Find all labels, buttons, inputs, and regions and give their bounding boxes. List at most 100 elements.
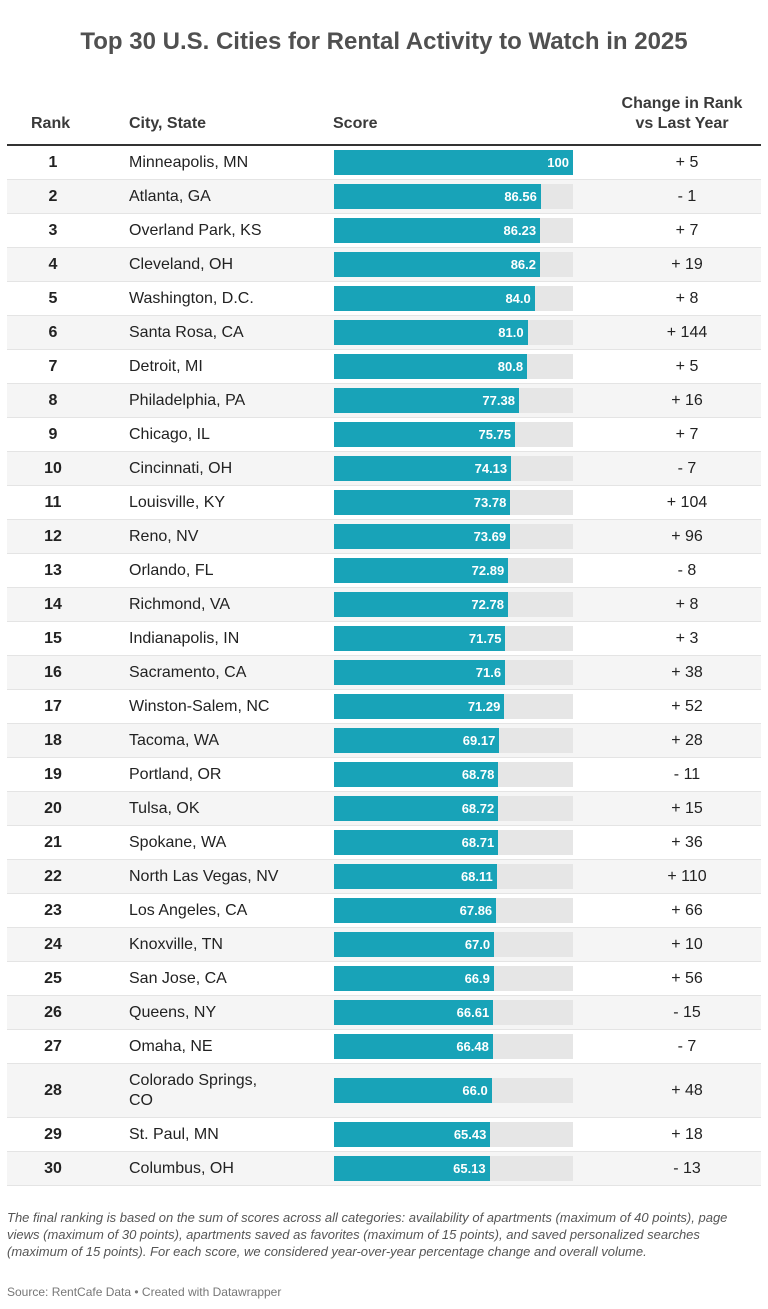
score-value-label: 71.6 xyxy=(475,665,502,680)
city-cell: Detroit, MI xyxy=(129,357,203,375)
rank-cell: 20 xyxy=(44,799,62,817)
table-row: 18 Tacoma, WA 69.17 + 28 xyxy=(7,724,761,758)
score-value-label: 71.75 xyxy=(468,631,502,646)
score-bar: 71.29 xyxy=(334,694,505,719)
score-value-label: 81.0 xyxy=(498,325,524,340)
rank-cell: 12 xyxy=(44,527,62,545)
score-value-label: 74.13 xyxy=(474,461,508,476)
score-bar-track: 68.11 xyxy=(334,864,573,889)
score-bar: 66.48 xyxy=(334,1034,493,1059)
rank-change-cell: - 1 xyxy=(677,187,697,205)
score-bar: 69.17 xyxy=(334,728,500,753)
table-row: 1 Minneapolis, MN 100 + 5 xyxy=(7,146,761,180)
rank-cell: 1 xyxy=(48,153,58,171)
city-cell: Louisville, KY xyxy=(129,493,226,511)
city-cell: Cleveland, OH xyxy=(129,255,234,273)
score-value-label: 72.78 xyxy=(471,597,504,612)
table-row: 13 Orlando, FL 72.89 - 8 xyxy=(7,554,761,588)
score-bar: 67.0 xyxy=(334,932,495,957)
score-bar: 71.6 xyxy=(334,660,506,685)
rank-cell: 25 xyxy=(44,969,62,987)
city-cell: Queens, NY xyxy=(129,1003,217,1021)
score-value-label: 73.69 xyxy=(473,529,507,544)
score-value-label: 67.86 xyxy=(459,903,493,918)
table-row: 8 Philadelphia, PA 77.38 + 16 xyxy=(7,384,761,418)
table-header: Rank City, State Score Change in Rank vs… xyxy=(7,88,761,146)
table-row: 21 Spokane, WA 68.71 + 36 xyxy=(7,826,761,860)
table-row: 17 Winston-Salem, NC 71.29 + 52 xyxy=(7,690,761,724)
rank-change-cell: + 36 xyxy=(671,833,703,851)
rank-cell: 2 xyxy=(48,187,58,205)
score-bar-track: 66.0 xyxy=(334,1078,573,1103)
table-row: 9 Chicago, IL 75.75 + 7 xyxy=(7,418,761,452)
rank-cell: 13 xyxy=(44,561,62,579)
city-cell: North Las Vegas, NV xyxy=(129,867,279,885)
score-value-label: 86.23 xyxy=(503,223,537,238)
city-cell: Indianapolis, IN xyxy=(129,629,240,647)
score-bar: 73.78 xyxy=(334,490,511,515)
table-row: 26 Queens, NY 66.61 - 15 xyxy=(7,996,761,1030)
score-bar-track: 100 xyxy=(334,150,573,175)
rank-cell: 11 xyxy=(44,493,62,511)
table-row: 27 Omaha, NE 66.48 - 7 xyxy=(7,1030,761,1064)
rank-change-cell: + 48 xyxy=(671,1081,703,1099)
rank-cell: 7 xyxy=(48,357,58,375)
rank-cell: 6 xyxy=(48,323,58,341)
table-row: 6 Santa Rosa, CA 81.0 + 144 xyxy=(7,316,761,350)
table-row: 16 Sacramento, CA 71.6 + 38 xyxy=(7,656,761,690)
city-cell: Overland Park, KS xyxy=(129,221,262,239)
rank-change-cell: + 96 xyxy=(671,527,703,545)
rank-cell: 22 xyxy=(44,867,62,885)
score-bar: 66.61 xyxy=(334,1000,494,1025)
score-bar: 67.86 xyxy=(334,898,497,923)
score-bar: 68.71 xyxy=(334,830,499,855)
score-bar: 72.78 xyxy=(334,592,508,617)
table-row: 12 Reno, NV 73.69 + 96 xyxy=(7,520,761,554)
score-bar: 74.13 xyxy=(334,456,512,481)
rank-change-cell: - 13 xyxy=(673,1159,701,1177)
rank-cell: 8 xyxy=(48,391,58,409)
table-row: 20 Tulsa, OK 68.72 + 15 xyxy=(7,792,761,826)
city-cell: Philadelphia, PA xyxy=(129,391,246,409)
chart-title: Top 30 U.S. Cities for Rental Activity t… xyxy=(80,28,688,55)
city-cell: Chicago, IL xyxy=(129,425,210,443)
score-bar: 100 xyxy=(334,150,573,175)
score-bar-track: 71.6 xyxy=(334,660,573,685)
table-row: 19 Portland, OR 68.78 - 11 xyxy=(7,758,761,792)
rank-change-cell: + 10 xyxy=(671,935,703,953)
score-bar-track: 65.43 xyxy=(334,1122,573,1147)
score-value-label: 73.78 xyxy=(473,495,507,510)
rank-cell: 15 xyxy=(44,629,62,647)
rank-change-cell: + 28 xyxy=(671,731,703,749)
score-value-label: 68.72 xyxy=(461,801,495,816)
score-bar-track: 86.2 xyxy=(334,252,573,277)
score-value-label: 86.56 xyxy=(504,189,537,204)
rank-change-cell: + 8 xyxy=(675,595,699,613)
score-value-label: 84.0 xyxy=(505,291,531,306)
score-value-label: 68.71 xyxy=(461,835,495,850)
score-bar-track: 86.56 xyxy=(334,184,573,209)
rank-change-cell: + 3 xyxy=(675,629,699,647)
score-value-label: 66.48 xyxy=(456,1039,489,1054)
score-bar-track: 66.61 xyxy=(334,1000,573,1025)
score-bar-track: 81.0 xyxy=(334,320,573,345)
header-change: Change in Rank vs Last Year xyxy=(607,94,757,134)
table-row: 23 Los Angeles, CA 67.86 + 66 xyxy=(7,894,761,928)
table-row: 3 Overland Park, KS 86.23 + 7 xyxy=(7,214,761,248)
score-bar-track: 66.9 xyxy=(334,966,573,991)
city-cell: Atlanta, GA xyxy=(129,187,211,205)
city-cell: Santa Rosa, CA xyxy=(129,323,244,341)
score-bar: 81.0 xyxy=(334,320,528,345)
rank-change-cell: - 15 xyxy=(673,1003,701,1021)
city-cell: Columbus, OH xyxy=(129,1159,234,1177)
city-cell: Knoxville, TN xyxy=(129,935,223,953)
rank-change-cell: + 144 xyxy=(666,323,708,341)
rank-change-cell: - 11 xyxy=(673,765,701,783)
table-row: 11 Louisville, KY 73.78 + 104 xyxy=(7,486,761,520)
rank-change-cell: + 16 xyxy=(671,391,703,409)
score-bar-track: 72.78 xyxy=(334,592,573,617)
rank-cell: 29 xyxy=(44,1125,62,1143)
score-bar: 84.0 xyxy=(334,286,535,311)
score-value-label: 100 xyxy=(547,155,569,170)
rank-cell: 14 xyxy=(44,595,62,613)
